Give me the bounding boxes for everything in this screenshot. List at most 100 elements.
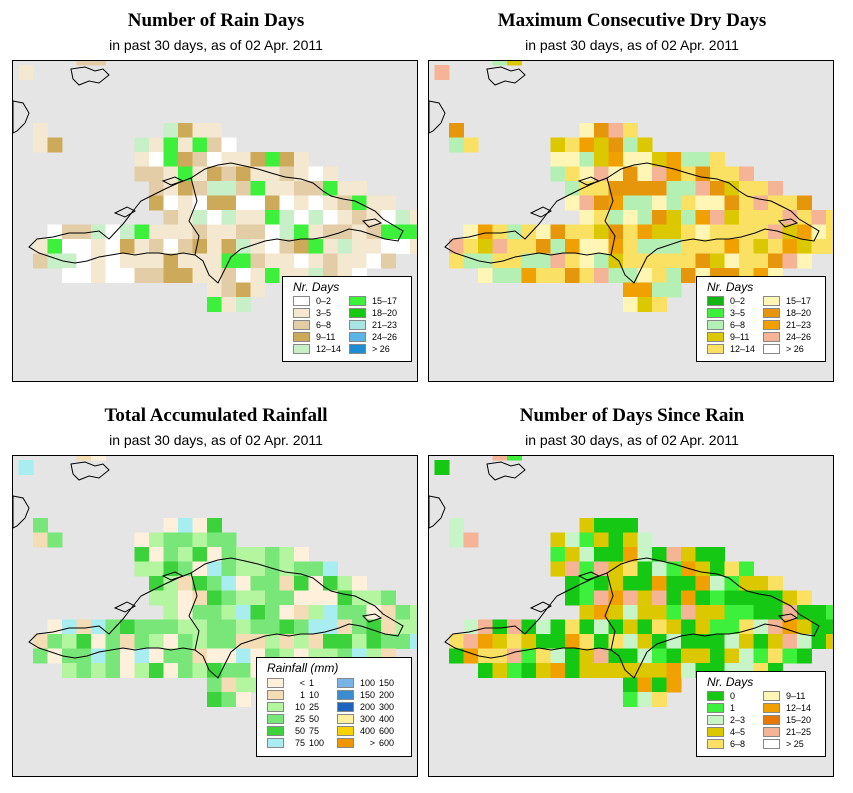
map-grid-cell bbox=[120, 224, 135, 240]
map-grid-cell bbox=[492, 456, 508, 461]
map-grid-cell bbox=[221, 195, 237, 211]
map-grid-cell bbox=[449, 648, 464, 664]
map-grid-cell bbox=[265, 210, 280, 225]
map-grid-cell bbox=[91, 239, 106, 254]
map-grid-cell bbox=[134, 224, 150, 240]
map-grid-cell bbox=[652, 692, 667, 707]
map-grid-cell bbox=[163, 619, 179, 635]
map-grid-cell bbox=[279, 576, 295, 591]
map-grid-cell bbox=[710, 547, 725, 562]
map-grid-cell bbox=[120, 253, 135, 269]
map-grid-cell bbox=[265, 605, 280, 620]
map-grid-cell bbox=[308, 166, 324, 182]
map-grid-cell bbox=[623, 239, 638, 254]
map-grid-cell bbox=[579, 152, 595, 167]
map-grid-cell bbox=[352, 181, 367, 196]
map-grid-cell bbox=[323, 590, 338, 606]
map-grid-cell bbox=[536, 619, 551, 635]
map-grid-cell bbox=[294, 253, 309, 269]
map-grid-cell bbox=[623, 195, 638, 211]
map-grid-cell bbox=[149, 152, 164, 167]
map-grid-cell bbox=[652, 663, 667, 678]
map-grid-cell bbox=[192, 210, 208, 225]
map-grid-cell bbox=[207, 166, 222, 182]
map-grid-cell bbox=[449, 253, 464, 269]
map-grid-cell bbox=[652, 195, 667, 211]
map-grid-cell bbox=[250, 268, 266, 283]
map-grid-cell bbox=[579, 166, 595, 182]
map-grid-cell bbox=[492, 268, 508, 283]
map-grid-cell bbox=[366, 224, 382, 240]
island-outline bbox=[486, 461, 526, 481]
map-grid-cell bbox=[178, 195, 193, 211]
panel-subtitle: in past 30 days, as of 02 Apr. 2011 bbox=[525, 37, 739, 53]
map-grid-cell bbox=[33, 137, 48, 153]
map-grid-cell bbox=[594, 532, 609, 548]
map-grid-cell bbox=[579, 224, 595, 240]
map-grid-cell bbox=[366, 605, 382, 620]
map-grid-cell bbox=[666, 634, 682, 649]
map-grid-cell bbox=[695, 605, 711, 620]
map-grid-cell bbox=[192, 663, 208, 678]
map-grid-cell bbox=[768, 648, 783, 664]
map-grid-cell bbox=[652, 677, 667, 693]
map-grid-cell bbox=[250, 224, 266, 240]
map-grid-cell bbox=[623, 297, 638, 312]
map-grid-cell bbox=[221, 268, 237, 283]
map-grid-cell bbox=[637, 532, 653, 548]
map-grid-cell bbox=[236, 253, 251, 269]
map-grid-cell bbox=[608, 181, 624, 196]
map-grid-cell bbox=[797, 590, 812, 606]
map-grid-cell bbox=[681, 166, 696, 182]
map-grid-cell bbox=[492, 61, 508, 66]
map-grid-cell bbox=[623, 605, 638, 620]
map-grid-cell bbox=[463, 634, 479, 649]
map-grid-cell bbox=[463, 532, 479, 548]
map-grid-cell bbox=[47, 648, 63, 664]
map-grid-cell bbox=[236, 648, 251, 664]
map-grid-cell bbox=[337, 605, 353, 620]
map-grid-cell bbox=[565, 181, 580, 196]
map-grid-cell bbox=[250, 605, 266, 620]
map-grid-cell bbox=[608, 224, 624, 240]
map-grid-cell bbox=[739, 619, 754, 635]
panel-dry-days: Maximum Consecutive Dry Days in past 30 … bbox=[428, 0, 836, 390]
map-grid-cell bbox=[265, 152, 280, 167]
map-grid-cell bbox=[637, 619, 653, 635]
map-grid-cell bbox=[47, 239, 63, 254]
map-grid-cell bbox=[91, 61, 106, 66]
map-grid-cell bbox=[178, 561, 193, 577]
map-grid-cell bbox=[753, 634, 769, 649]
map-grid-cell bbox=[608, 605, 624, 620]
map-grid-cell bbox=[579, 123, 595, 138]
map-grid-cell bbox=[594, 663, 609, 678]
map-grid-cell bbox=[637, 663, 653, 678]
map-grid-cell bbox=[652, 561, 667, 577]
map-grid-cell bbox=[623, 648, 638, 664]
map-grid-cell bbox=[797, 253, 812, 269]
map-grid-cell bbox=[739, 605, 754, 620]
country-border bbox=[188, 177, 200, 256]
map-grid-cell bbox=[478, 268, 493, 283]
map-grid-cell bbox=[120, 648, 135, 664]
country-border bbox=[188, 572, 200, 651]
map-grid-cell bbox=[594, 253, 609, 269]
map-grid-cell bbox=[163, 253, 179, 269]
map-grid-cell bbox=[192, 181, 208, 196]
map-grid-cell bbox=[221, 532, 237, 548]
map-grid-cell bbox=[637, 561, 653, 577]
panel-rain-days: Number of Rain Days in past 30 days, as … bbox=[12, 0, 420, 390]
map-grid-cell bbox=[739, 561, 754, 577]
map-grid-cell bbox=[797, 210, 812, 225]
map-grid-cell bbox=[149, 253, 164, 269]
map-grid-cell bbox=[521, 634, 537, 649]
map-grid-cell bbox=[120, 239, 135, 254]
map-grid-cell bbox=[681, 152, 696, 167]
map-grid-cell bbox=[294, 605, 309, 620]
map-grid-cell bbox=[352, 253, 367, 269]
map-grid-cell bbox=[652, 605, 667, 620]
country-border bbox=[604, 572, 616, 651]
map-grid-cell bbox=[811, 210, 827, 225]
map-grid-cell bbox=[536, 663, 551, 678]
map-grid-cell bbox=[149, 224, 164, 240]
